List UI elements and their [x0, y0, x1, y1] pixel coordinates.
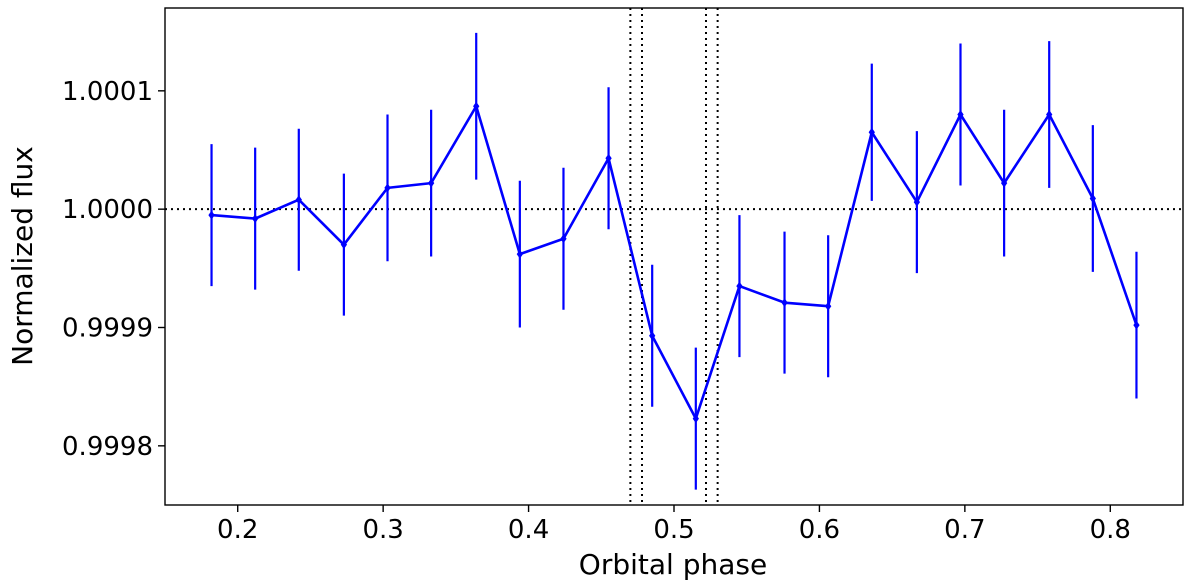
- data-point: [1046, 110, 1053, 119]
- x-tick-label: 0.8: [1090, 515, 1131, 545]
- plot-frame: [164, 7, 1184, 506]
- x-tick-label: 0.5: [653, 515, 694, 545]
- x-axis-label: Orbital phase: [579, 548, 767, 581]
- reference-lines: [165, 8, 1183, 505]
- y-tick-label: 1.0000: [62, 195, 153, 225]
- data-point: [1089, 194, 1096, 204]
- data-point: [605, 153, 612, 163]
- data-point: [560, 234, 567, 244]
- y-tick-label: 0.9999: [62, 314, 153, 344]
- x-tick-label: 0.6: [799, 515, 840, 545]
- x-tick-label: 0.3: [362, 515, 403, 545]
- data-point: [208, 210, 215, 220]
- y-tick-label: 1.0001: [62, 77, 153, 107]
- series-line: [211, 104, 1138, 420]
- data-point: [1000, 178, 1008, 188]
- x-axis-ticks: 0.2 0.3 0.4 0.5 0.6 0.7 0.8: [217, 505, 1131, 545]
- data-point: [427, 178, 435, 188]
- data-point: [649, 331, 656, 341]
- series-line-layer: [211, 104, 1138, 420]
- data-point: [913, 197, 921, 207]
- data-point: [868, 127, 875, 137]
- data-point: [692, 414, 699, 424]
- data-point: [736, 281, 743, 291]
- data-point: [384, 183, 391, 193]
- data-points: [208, 101, 1140, 424]
- data-point: [340, 240, 348, 250]
- data-point: [252, 214, 259, 224]
- x-tick-label: 0.4: [508, 515, 549, 545]
- y-axis-ticks: 0.9998 0.9999 1.0000 1.0001: [62, 77, 165, 462]
- data-point: [825, 301, 832, 311]
- x-tick-label: 0.2: [217, 515, 258, 545]
- y-axis-label: Normalized flux: [6, 146, 39, 366]
- error-bars: [210, 32, 1138, 490]
- data-point: [781, 298, 788, 308]
- data-point: [1133, 320, 1140, 330]
- x-tick-label: 0.7: [944, 515, 985, 545]
- data-point: [516, 249, 523, 259]
- y-tick-label: 0.9998: [62, 432, 153, 462]
- data-point: [957, 110, 964, 119]
- data-point: [295, 195, 302, 205]
- data-point: [473, 101, 480, 111]
